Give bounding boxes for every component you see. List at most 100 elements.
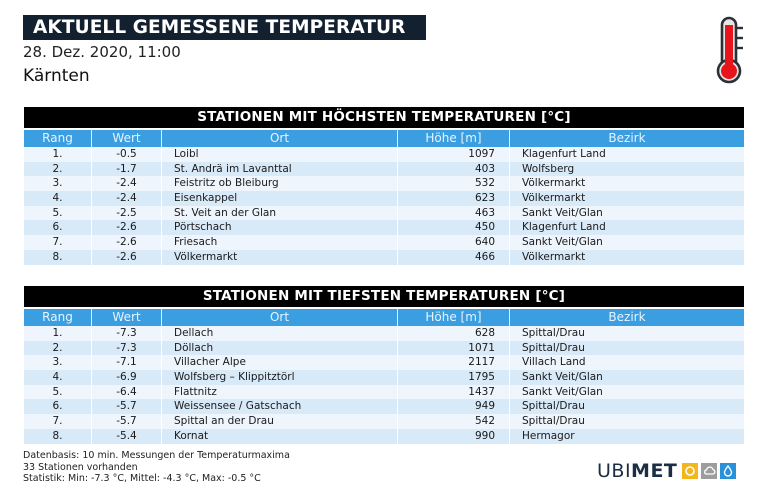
sun-icon xyxy=(682,463,699,479)
lowest-temperatures-table: STATIONEN MIT TIEFSTEN TEMPERATUREN [°C]… xyxy=(24,286,744,444)
table-header: Rang Wert Ort Höhe [m] Bezirk xyxy=(24,130,744,147)
logo-text-ubi: UBI xyxy=(597,460,632,482)
table-row: 8. -5.4 Kornat 990 Hermagor xyxy=(24,428,744,444)
cell-wert: -2.5 xyxy=(92,205,162,221)
cell-bezirk: Klagenfurt Land xyxy=(522,148,606,160)
table-row: 4. -6.9 Wolfsberg – Klippitztörl 1795 Sankt … xyxy=(24,370,744,385)
cell-ort: Feistritz ob Bleiburg xyxy=(162,176,398,192)
cell-wert: -2.6 xyxy=(92,220,162,236)
cell-wert: -2.6 xyxy=(92,249,162,265)
cell-rang: 6. xyxy=(24,220,92,236)
cell-bezirk: Spittal/Drau xyxy=(522,327,585,339)
cell-bezirk: Sankt Veit/Glan xyxy=(522,371,603,384)
cell-wert: -7.3 xyxy=(92,326,162,341)
cell-ort: Weissensee / Gatschach xyxy=(162,399,398,415)
cell-bezirk: Hermagor xyxy=(522,429,575,442)
column-header-bezirk: Bezirk xyxy=(608,310,646,324)
cell-rang: 1. xyxy=(24,326,92,341)
table-row: 1. -0.5 Loibl 1097 Klagenfurt Land xyxy=(24,147,744,162)
cell-ort: Flattnitz xyxy=(162,384,398,400)
table-row: 5. -6.4 Flattnitz 1437 Sankt Veit/Glan xyxy=(24,384,744,400)
column-header-rang: Rang xyxy=(24,130,92,147)
data-basis-note: Datenbasis: 10 min. Messungen der Temper… xyxy=(23,450,290,461)
cell-hoehe: 463 xyxy=(398,205,510,221)
statistics-summary: Statistik: Min: -7.3 °C, Mittel: -4.3 °C… xyxy=(23,473,261,484)
cell-bezirk: Klagenfurt Land xyxy=(522,221,606,234)
cell-rang: 3. xyxy=(24,355,92,371)
cloud-icon xyxy=(701,463,718,479)
cell-ort: St. Veit an der Glan xyxy=(162,205,398,221)
cell-hoehe: 2117 xyxy=(398,355,510,371)
table-row: 2. -1.7 St. Andrä im Lavanttal 403 Wolfsberg xyxy=(24,161,744,177)
cell-ort: St. Andrä im Lavanttal xyxy=(162,161,398,177)
cell-hoehe: 623 xyxy=(398,191,510,206)
cell-rang: 8. xyxy=(24,249,92,265)
cell-rang: 3. xyxy=(24,176,92,192)
cell-ort: Völkermarkt xyxy=(162,249,398,265)
cell-rang: 4. xyxy=(24,191,92,206)
cell-hoehe: 532 xyxy=(398,176,510,192)
cell-bezirk: Wolfsberg xyxy=(522,162,575,175)
drop-icon xyxy=(720,463,737,479)
column-header-rang: Rang xyxy=(24,309,92,326)
cell-ort: Friesach xyxy=(162,235,398,250)
cell-ort: Eisenkappel xyxy=(162,191,398,206)
cell-bezirk: Sankt Veit/Glan xyxy=(522,385,603,398)
highest-temperatures-table: STATIONEN MIT HÖCHSTEN TEMPERATUREN [°C]… xyxy=(24,107,744,265)
table-row: 5. -2.5 St. Veit an der Glan 463 Sankt Veit/… xyxy=(24,205,744,221)
table-row: 4. -2.4 Eisenkappel 623 Völkermarkt xyxy=(24,191,744,206)
table-body: 1. -7.3 Dellach 628 Spittal/Drau 2. -7.3 Dölla… xyxy=(24,326,744,444)
footer-notes: Datenbasis: 10 min. Messungen der Temper… xyxy=(23,450,290,485)
cell-bezirk: Völkermarkt xyxy=(522,177,586,190)
cell-hoehe: 1097 xyxy=(398,147,510,162)
column-header-bezirk: Bezirk xyxy=(608,131,646,145)
cell-hoehe: 628 xyxy=(398,326,510,341)
cell-rang: 2. xyxy=(24,340,92,356)
table-title: STATIONEN MIT TIEFSTEN TEMPERATUREN [°C] xyxy=(24,286,744,307)
table-row: 3. -7.1 Villacher Alpe 2117 Villach Land xyxy=(24,355,744,371)
logo-text-met: MET xyxy=(631,460,678,482)
region-label: Kärnten xyxy=(23,66,90,86)
cell-wert: -0.5 xyxy=(92,147,162,162)
cell-bezirk: Völkermarkt xyxy=(522,192,586,205)
cell-rang: 8. xyxy=(24,428,92,444)
cell-ort: Wolfsberg – Klippitztörl xyxy=(162,370,398,385)
thermometer-icon xyxy=(716,16,743,84)
cell-wert: -5.7 xyxy=(92,399,162,415)
cell-hoehe: 542 xyxy=(398,414,510,429)
cell-bezirk: Sankt Veit/Glan xyxy=(522,206,603,219)
cell-rang: 4. xyxy=(24,370,92,385)
table-row: 3. -2.4 Feistritz ob Bleiburg 532 Völkermark… xyxy=(24,176,744,192)
timestamp: 28. Dez. 2020, 11:00 xyxy=(23,43,181,61)
cell-ort: Villacher Alpe xyxy=(162,355,398,371)
station-count: 33 Stationen vorhanden xyxy=(23,461,138,473)
cell-bezirk: Völkermarkt xyxy=(522,250,586,263)
cell-rang: 2. xyxy=(24,161,92,177)
cell-ort: Döllach xyxy=(162,340,398,356)
cell-wert: -6.4 xyxy=(92,384,162,400)
ubimet-logo: UBIMET xyxy=(597,460,737,482)
cell-hoehe: 1071 xyxy=(398,340,510,356)
table-row: 7. -2.6 Friesach 640 Sankt Veit/Glan xyxy=(24,235,744,250)
cell-ort: Kornat xyxy=(162,428,398,444)
table-row: 2. -7.3 Döllach 1071 Spittal/Drau xyxy=(24,340,744,356)
cell-hoehe: 403 xyxy=(398,161,510,177)
column-header-hoehe: Höhe [m] xyxy=(398,309,510,326)
column-header-hoehe: Höhe [m] xyxy=(398,130,510,147)
cell-hoehe: 640 xyxy=(398,235,510,250)
column-header-wert: Wert xyxy=(92,309,162,326)
table-row: 8. -2.6 Völkermarkt 466 Völkermarkt xyxy=(24,249,744,265)
cell-ort: Dellach xyxy=(162,326,398,341)
cell-wert: -6.9 xyxy=(92,370,162,385)
cell-wert: -2.6 xyxy=(92,235,162,250)
cell-wert: -5.4 xyxy=(92,428,162,444)
cell-rang: 7. xyxy=(24,235,92,250)
cell-hoehe: 1437 xyxy=(398,384,510,400)
table-row: 7. -5.7 Spittal an der Drau 542 Spittal/Drau xyxy=(24,414,744,429)
column-header-ort: Ort xyxy=(162,130,398,147)
table-row: 1. -7.3 Dellach 628 Spittal/Drau xyxy=(24,326,744,341)
cell-hoehe: 949 xyxy=(398,399,510,415)
cell-hoehe: 990 xyxy=(398,428,510,444)
cell-ort: Loibl xyxy=(162,147,398,162)
table-title: STATIONEN MIT HÖCHSTEN TEMPERATUREN [°C] xyxy=(24,107,744,128)
